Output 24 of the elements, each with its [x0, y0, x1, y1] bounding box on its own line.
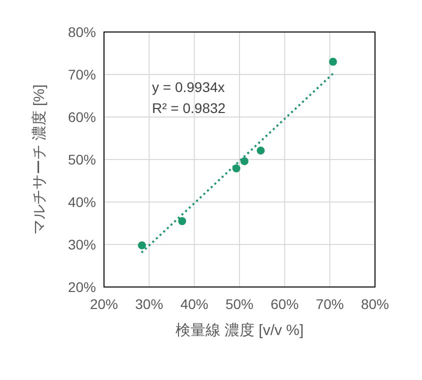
point: [138, 241, 146, 250]
x-axis-title: 検量線 濃度 [v/v %]: [175, 322, 304, 339]
point: [256, 146, 265, 155]
x-tick-label: 50%: [225, 296, 254, 312]
x-tick-label: 60%: [270, 296, 299, 312]
y-tick-label: 30%: [68, 236, 96, 252]
annotation: y = 0.9934x: [152, 79, 225, 95]
y-tick-label: 20%: [68, 279, 96, 295]
x-tick-label: 30%: [135, 296, 164, 312]
y-tick-label: 60%: [68, 109, 96, 125]
y-axis-title: マルチサーチ 濃度 [%]: [31, 84, 48, 235]
point: [240, 157, 248, 166]
x-tick-label: 80%: [360, 296, 390, 312]
x-tick-label: 40%: [180, 296, 208, 312]
y-tick-label: 70%: [68, 66, 96, 82]
y-tick-label: 80%: [68, 24, 96, 40]
y-tick-label: 40%: [68, 194, 96, 210]
point: [232, 164, 240, 172]
point: [328, 58, 337, 66]
y-tick-label: 50%: [68, 152, 96, 168]
point: [178, 217, 186, 226]
x-tick-label: 20%: [90, 296, 118, 312]
x-tick-label: 70%: [316, 296, 344, 312]
annotation: R² = 0.9832: [152, 100, 226, 116]
